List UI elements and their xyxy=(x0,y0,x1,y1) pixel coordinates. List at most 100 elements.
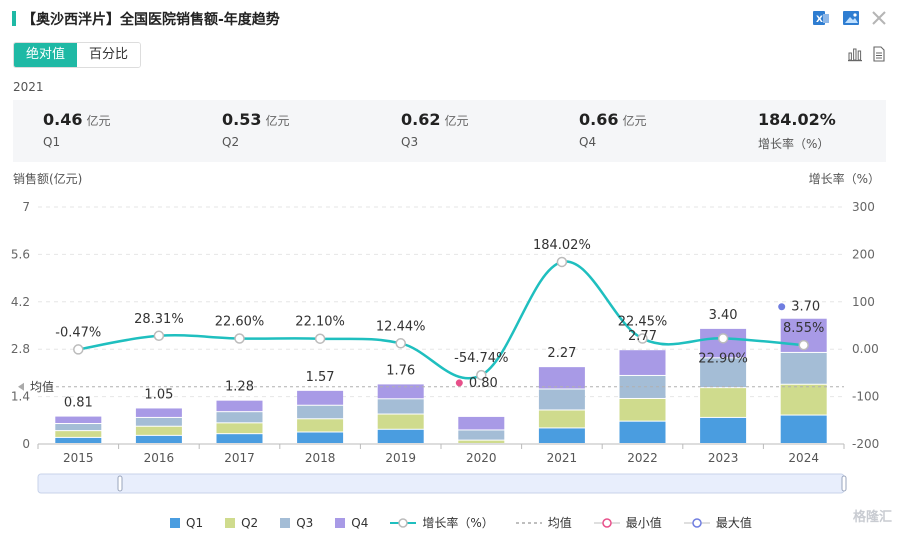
bar-segment[interactable] xyxy=(538,367,585,389)
bar-segment[interactable] xyxy=(619,350,666,375)
legend-label: Q1 xyxy=(186,515,204,530)
growth-point[interactable] xyxy=(234,333,245,344)
bar-segment[interactable] xyxy=(458,440,505,443)
bar-segment[interactable] xyxy=(538,428,585,443)
bar-total-label: 1.76 xyxy=(386,363,415,378)
bar-segment[interactable] xyxy=(297,405,344,419)
y2-tick-label: -100 xyxy=(852,390,879,404)
bar-segment[interactable] xyxy=(619,398,666,421)
bar-segment[interactable] xyxy=(135,408,182,417)
zoom-handle[interactable] xyxy=(117,475,123,492)
bar-segment[interactable] xyxy=(55,416,102,424)
bar-segment[interactable] xyxy=(377,429,424,443)
bar-segment[interactable] xyxy=(297,390,344,405)
bar-segment[interactable] xyxy=(780,384,827,415)
growth-label: 22.60% xyxy=(215,314,265,329)
x-tick-label: 2022 xyxy=(627,451,658,465)
growth-point[interactable] xyxy=(153,330,165,342)
summary-label: Q3 xyxy=(401,135,419,149)
growth-line[interactable] xyxy=(73,256,809,381)
page-title: 【奥沙西泮片】全国医院销售额-年度趋势 xyxy=(22,12,280,28)
growth-point[interactable] xyxy=(314,333,326,344)
bar-segment[interactable] xyxy=(700,417,747,443)
bar-segment[interactable] xyxy=(700,388,747,417)
zoom-slider[interactable] xyxy=(37,473,847,494)
growth-line-path[interactable] xyxy=(78,260,804,380)
tab-absolute[interactable]: 绝对值 xyxy=(14,43,78,67)
bar-segment[interactable] xyxy=(55,424,102,431)
x-tick-label: 2020 xyxy=(466,451,497,465)
bar-segment[interactable] xyxy=(700,358,747,388)
x-tick-label: 2023 xyxy=(708,451,739,465)
bar-segment[interactable] xyxy=(297,419,344,432)
legend-item-max[interactable]: 最大值 xyxy=(683,514,752,531)
legend: Q1 Q2 Q3 Q4 增长率（%） 均值 最小值 最大值 xyxy=(170,514,774,531)
legend-item-q2[interactable]: Q2 xyxy=(225,514,258,531)
x-tick-label: 2019 xyxy=(385,451,416,465)
growth-label: -54.74% xyxy=(454,351,508,366)
bar-segment[interactable] xyxy=(619,421,666,443)
tab-percentage[interactable]: 百分比 xyxy=(77,43,141,67)
bar-segment[interactable] xyxy=(619,375,666,398)
summary-q1: 0.46 亿元 Q1 xyxy=(43,110,111,149)
growth-point[interactable] xyxy=(556,256,568,268)
max-marker-dot xyxy=(778,303,786,311)
growth-label: 22.10% xyxy=(295,315,345,330)
bar-segment[interactable] xyxy=(458,430,505,440)
bar-total-label: 2.77 xyxy=(628,329,657,344)
excel-icon[interactable]: X xyxy=(812,9,830,27)
bar-segment[interactable] xyxy=(377,414,424,429)
summary-q4: 0.66 亿元 Q4 xyxy=(579,110,647,149)
growth-label: 22.90% xyxy=(698,351,748,366)
bar-segment[interactable] xyxy=(55,431,102,437)
legend-item-q3[interactable]: Q3 xyxy=(280,514,313,531)
growth-point[interactable] xyxy=(395,338,406,349)
bar-segment[interactable] xyxy=(538,410,585,428)
zoom-handle[interactable] xyxy=(841,475,847,492)
bar-segment[interactable] xyxy=(780,352,827,384)
bar-segment[interactable] xyxy=(297,432,344,443)
legend-max-swatch xyxy=(683,517,710,528)
legend-label: Q4 xyxy=(351,515,369,530)
legend-item-q1[interactable]: Q1 xyxy=(170,514,203,531)
image-icon[interactable] xyxy=(842,9,860,27)
bar-segment[interactable] xyxy=(458,416,505,430)
watermark: 格隆汇 xyxy=(852,510,892,525)
growth-point[interactable] xyxy=(73,344,84,355)
legend-label: 最大值 xyxy=(715,516,752,530)
legend-item-growth[interactable]: 增长率（%） xyxy=(390,514,494,531)
data-labels: -0.47% 28.31% 22.60% 22.10% 12.44% -54.74% 184… xyxy=(55,238,824,411)
bar-segment[interactable] xyxy=(216,423,263,434)
bar-segment[interactable] xyxy=(538,389,585,410)
bar-segment[interactable] xyxy=(780,415,827,443)
bar-total-label: 1.57 xyxy=(306,370,335,385)
growth-point[interactable] xyxy=(637,333,648,344)
bar-segment[interactable] xyxy=(216,412,263,423)
average-marker-icon xyxy=(18,382,24,391)
bar-segment[interactable] xyxy=(216,434,263,443)
summary-value: 0.62 xyxy=(401,110,441,129)
legend-label: Q2 xyxy=(241,515,259,530)
growth-point[interactable] xyxy=(476,369,487,381)
legend-item-q4[interactable]: Q4 xyxy=(335,514,368,531)
legend-item-average[interactable]: 均值 xyxy=(515,514,572,531)
bar-segment[interactable] xyxy=(216,400,263,412)
close-icon[interactable] xyxy=(870,9,888,27)
bar-segment[interactable] xyxy=(135,417,182,426)
stacked-bars[interactable] xyxy=(55,318,827,443)
growth-point[interactable] xyxy=(798,339,809,351)
bar-total-label: 2.27 xyxy=(547,346,576,361)
x-tick-label: 2018 xyxy=(305,451,336,465)
bar-segment[interactable] xyxy=(377,384,424,399)
average-label: 均值 xyxy=(30,379,54,394)
bar-segment[interactable] xyxy=(135,426,182,435)
bar-segment[interactable] xyxy=(135,435,182,443)
legend-item-min[interactable]: 最小值 xyxy=(593,514,662,531)
title-accent-bar xyxy=(12,11,16,26)
x-tick-label: 2016 xyxy=(144,451,175,465)
document-icon[interactable] xyxy=(871,46,887,62)
bar-segment[interactable] xyxy=(377,399,424,414)
bar-chart-icon[interactable] xyxy=(847,46,863,62)
bar-segment[interactable] xyxy=(55,437,102,443)
growth-point[interactable] xyxy=(717,333,729,344)
